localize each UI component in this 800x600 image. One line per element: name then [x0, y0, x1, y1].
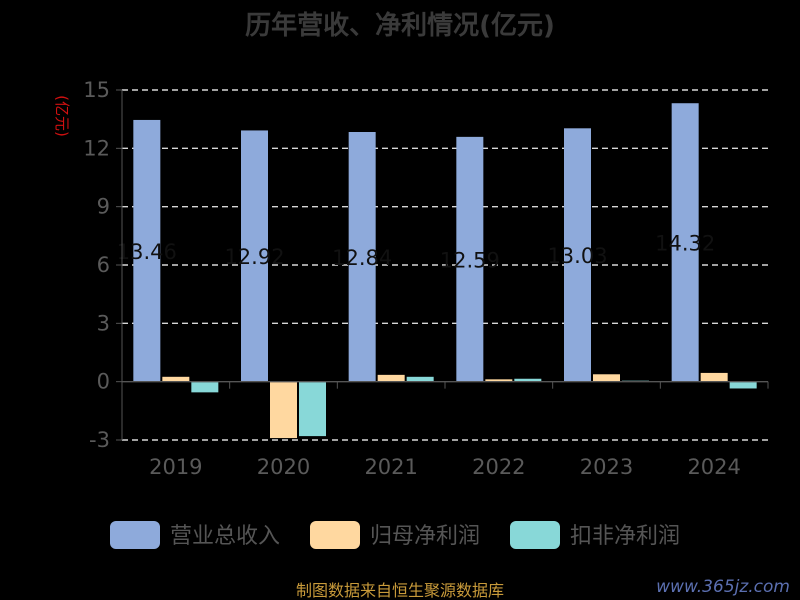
y-tick-label: 9 — [97, 195, 110, 219]
bar — [564, 128, 591, 382]
bars: 13.46 12.92 12.84 12.59 13.03 14.32 — [117, 103, 757, 439]
watermark: www.365jz.com — [656, 577, 790, 597]
bar — [406, 376, 434, 382]
x-tick-label: 2024 — [687, 455, 740, 479]
bar — [514, 378, 542, 382]
y-tick-label: 6 — [97, 253, 110, 277]
y-tick-label: 12 — [83, 136, 110, 160]
bar — [456, 136, 484, 382]
bar — [299, 381, 326, 437]
bar-value-label: 12.92 — [224, 245, 284, 269]
chart-title: 历年营收、净利情况(亿元) — [245, 10, 555, 41]
x-tick-label: 2021 — [364, 455, 417, 479]
legend-swatch — [110, 521, 160, 549]
bar — [593, 374, 620, 382]
bar-value-label: 14.32 — [655, 231, 715, 255]
x-tick-label: 2022 — [472, 455, 525, 479]
bar — [348, 132, 376, 382]
bar — [191, 381, 219, 393]
legend-label: 营业总收入 — [170, 524, 280, 549]
y-tick-label: -3 — [89, 428, 110, 452]
bar-value-label: 12.59 — [440, 248, 500, 272]
source-note: 制图数据来自恒生聚源数据库 — [296, 581, 504, 600]
bar — [270, 381, 297, 439]
y-tick-label: 0 — [97, 370, 110, 394]
y-axis-label: (亿元) — [53, 95, 71, 137]
bar-value-label: 13.03 — [547, 244, 607, 268]
x-tick-label: 2020 — [257, 455, 310, 479]
bar-value-label: 12.84 — [332, 246, 392, 270]
bar-value-label: 13.46 — [117, 240, 177, 264]
gridlines — [122, 89, 768, 441]
y-tick-label: 3 — [97, 311, 110, 335]
bar — [377, 374, 405, 382]
bar — [133, 119, 161, 382]
legend-label: 归母净利润 — [370, 524, 480, 549]
legend-label: 扣非净利润 — [570, 524, 680, 549]
x-tick-label: 2019 — [149, 455, 202, 479]
axes: -3 0 3 6 9 12 15 2019 2020 2021 2022 2023 2024 — [83, 78, 769, 479]
y-tick-label: 15 — [83, 78, 110, 102]
bar — [729, 381, 757, 389]
x-tick-label: 2023 — [580, 455, 633, 479]
bar — [162, 376, 190, 382]
bar — [485, 379, 513, 382]
bar — [671, 103, 699, 382]
bar — [700, 372, 728, 382]
legend-swatch — [310, 521, 360, 549]
legend-swatch — [510, 521, 560, 549]
legend: 营业总收入 归母净利润 扣非净利润 — [110, 521, 680, 549]
bar — [241, 130, 268, 382]
